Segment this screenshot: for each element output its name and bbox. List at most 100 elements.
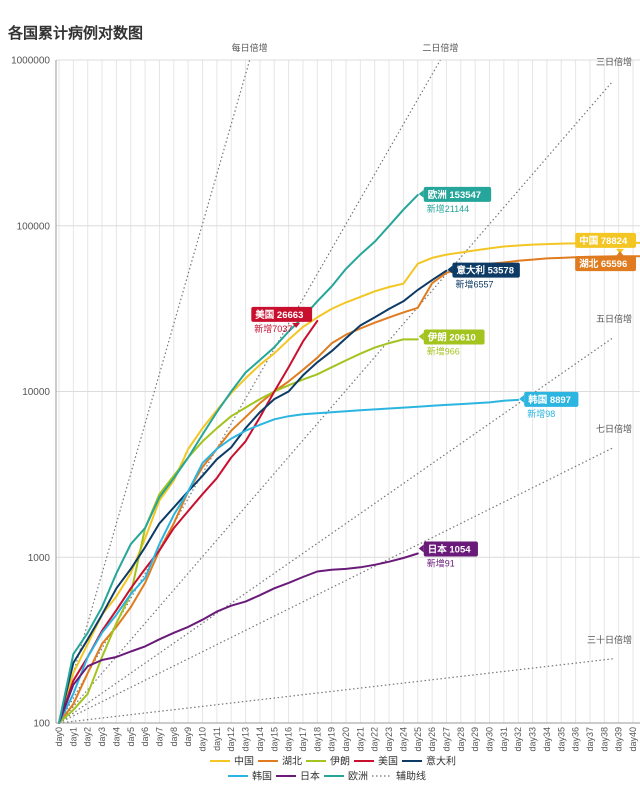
x-tick-label: day8: [169, 727, 179, 747]
series-line-伊朗: [58, 338, 419, 724]
legend-label-湖北: 湖北: [282, 756, 302, 768]
y-tick-label: 10000: [22, 387, 50, 398]
x-tick-label: day39: [614, 727, 624, 752]
x-tick-label: day5: [126, 727, 136, 747]
series-line-意大利: [58, 269, 448, 724]
legend-label-欧洲: 欧洲: [348, 771, 368, 783]
x-tick-label: day1: [68, 727, 78, 747]
legend-label-意大利: 意大利: [426, 755, 456, 768]
callout-sub-意大利: 新增6557: [455, 279, 493, 290]
x-tick-label: day19: [327, 727, 337, 752]
legend-label-韩国: 韩国: [252, 770, 272, 783]
callout-box-意大利: [452, 262, 520, 278]
x-tick-label: day21: [355, 727, 365, 752]
guide-label: 三十日倍增: [587, 634, 632, 645]
callout-label-美国: 美国 26663: [254, 309, 303, 321]
callout-layer: 欧洲 153547 新增21144 中国 78824 意大利 53578 新增6557 湖…: [251, 186, 636, 568]
x-tick-label: day11: [212, 727, 222, 751]
callout-pointer: [292, 322, 301, 328]
series-line-中国: [58, 241, 640, 724]
callout-label-日本: 日本 1054: [428, 543, 471, 555]
legend-label-日本: 日本: [300, 770, 320, 783]
x-tick-label: day38: [599, 727, 609, 752]
callout-sub-美国: 新增7037: [254, 323, 292, 334]
x-tick-label: day18: [312, 727, 322, 752]
x-tick-label: day14: [255, 727, 265, 752]
guide-line: [58, 337, 614, 724]
guide-line: [58, 59, 441, 724]
callout-box-韩国: [524, 391, 579, 407]
x-tick-label: day9: [183, 727, 193, 747]
series-line-欧洲: [58, 193, 419, 724]
callout-pointer: [418, 189, 424, 198]
series-line-湖北: [58, 255, 640, 724]
guide-line: [58, 658, 613, 724]
callout-label-意大利: 意大利 53578: [456, 265, 514, 277]
callout-pointer: [418, 544, 424, 553]
x-tick-label: day34: [542, 727, 552, 752]
x-tick-label: day15: [269, 727, 279, 752]
legend-label-美国: 美国: [378, 755, 398, 768]
y-tick-label: 100: [33, 719, 50, 730]
x-tick-label: day0: [54, 727, 64, 747]
callout-box-美国: [251, 306, 313, 322]
x-tick-label: day37: [585, 727, 595, 752]
callout-pointer: [447, 265, 453, 274]
callout-box-伊朗: [423, 329, 485, 345]
x-tick-label: day17: [298, 727, 308, 752]
x-tick-label: day28: [456, 727, 466, 752]
guide-line: [58, 447, 614, 724]
chart-title: 各国累计病例对数图: [8, 25, 144, 42]
callout-pointer: [418, 332, 424, 341]
x-tick-label: day32: [513, 727, 523, 752]
x-tick-label: day27: [441, 727, 451, 752]
callout-sub-伊朗: 新增966: [427, 345, 460, 356]
callout-box-欧洲: [423, 186, 492, 202]
callout-sub-欧洲: 新增21144: [427, 203, 469, 214]
x-tick-label: day40: [628, 727, 638, 752]
x-tick-label: day33: [528, 727, 538, 752]
guide-label: 三日倍增: [596, 56, 632, 67]
x-tick-label: day2: [83, 727, 93, 747]
guide-line: [58, 59, 251, 724]
x-tick-label: day31: [499, 727, 509, 752]
callout-box-日本: [423, 541, 478, 557]
callout-label-韩国: 韩国 8897: [528, 394, 571, 406]
callout-box-湖北: [575, 256, 636, 272]
legend-label-辅助线: 辅助线: [396, 770, 426, 783]
callout-label-湖北: 湖北 65596: [579, 258, 627, 270]
series-line-美国: [58, 319, 319, 724]
guide-label: 每日倍增: [232, 42, 268, 53]
axis-layer: 100 1000 10000 100000 1000000 day0 day1 day2 day…: [11, 56, 640, 752]
callout-pointer: [616, 251, 624, 257]
x-tick-label: day20: [341, 727, 351, 752]
callout-sub-韩国: 新增98: [527, 408, 555, 419]
x-tick-label: day36: [571, 727, 581, 752]
series-line-日本: [58, 552, 419, 724]
x-tick-label: day25: [413, 727, 423, 752]
guide-label: 五日倍增: [596, 313, 632, 324]
callout-pointer: [519, 394, 525, 403]
callout-label-中国: 中国 78824: [579, 235, 628, 247]
x-tick-label: day29: [470, 727, 480, 752]
grid-layer: [56, 59, 640, 724]
x-tick-label: day35: [556, 727, 566, 752]
x-tick-label: day4: [111, 727, 121, 747]
guide-label: 七日倍增: [596, 423, 632, 434]
guide-line: [58, 80, 614, 724]
legend-label-中国: 中国: [234, 755, 254, 768]
y-tick-label: 1000000: [11, 56, 50, 67]
x-tick-label: day13: [241, 727, 251, 752]
series-line-韩国: [58, 398, 520, 724]
callout-box-中国: [575, 232, 636, 248]
callout-label-欧洲: 欧洲 153547: [428, 189, 481, 201]
x-tick-label: day30: [485, 727, 495, 752]
x-tick-label: day12: [226, 727, 236, 752]
x-tick-label: day6: [140, 727, 150, 747]
series-layer: [58, 193, 640, 724]
y-tick-label: 100000: [17, 221, 51, 232]
x-tick-label: day16: [284, 727, 294, 752]
x-tick-label: day7: [154, 727, 164, 747]
